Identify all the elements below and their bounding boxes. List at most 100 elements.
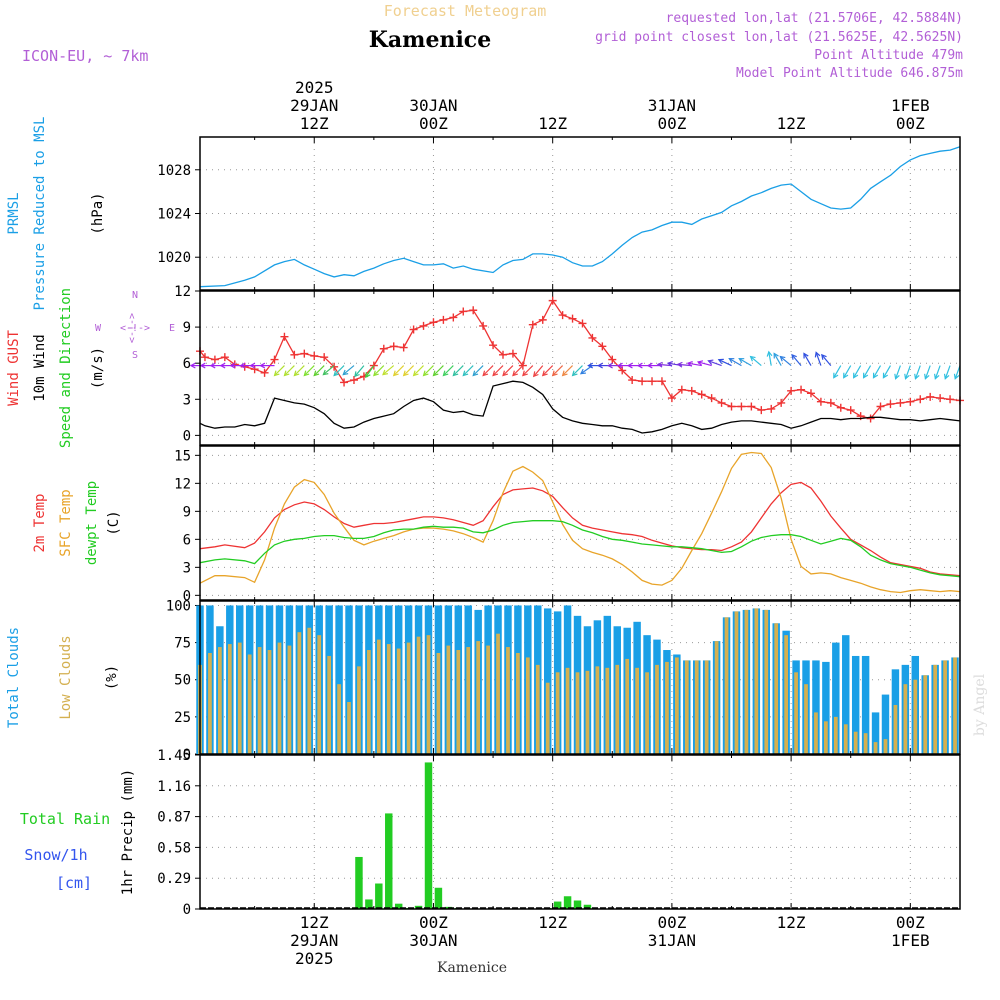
wind-direction-arrow [833, 365, 842, 379]
rain-bar [385, 813, 393, 909]
gust-marker [300, 349, 309, 358]
low-clouds-bar [824, 721, 828, 754]
low-clouds-bar [754, 608, 759, 754]
gust-marker [548, 296, 557, 305]
wind-direction-arrowhead [541, 370, 548, 377]
low-clouds-bar [635, 667, 639, 754]
y-axis-label: Wind GUST [6, 330, 22, 406]
wind-direction-arrowhead [293, 370, 300, 377]
panel-precip: 0 0.29 0.58 0.87 1.16 1.45 1hr Precip (mm) Tota… [20, 748, 961, 918]
gust-marker [836, 403, 845, 412]
gust-marker [270, 355, 279, 364]
low-clouds-bar [208, 652, 212, 754]
wind-direction-arrow [895, 365, 901, 379]
low-clouds-bar [873, 742, 878, 754]
y-tick-label: 0 [183, 428, 191, 444]
wind-direction-arrow [904, 365, 911, 379]
y-tick-label: 1.45 [157, 748, 191, 764]
gust-marker [667, 394, 676, 403]
gust-marker [806, 389, 815, 398]
wind-direction-arrow [472, 365, 484, 376]
y-tick-label: 15 [174, 448, 191, 464]
gust-marker [578, 319, 587, 328]
gust-marker [389, 342, 398, 351]
low-clouds-bar [804, 684, 808, 754]
total-clouds-bar [812, 660, 820, 754]
requested-coords: requested lon,lat (21.5706E, 42.5884N) [666, 11, 963, 26]
bottom-time-label: 1FEB [891, 931, 930, 950]
low-clouds-bar [784, 635, 789, 754]
y-tick-label: 1024 [157, 207, 191, 223]
low-clouds-bar [347, 702, 351, 754]
y-axis-label: 2m Temp [32, 493, 48, 552]
compass-w: W [95, 323, 102, 334]
y-tick-label: 12 [174, 476, 191, 492]
wind-direction-arrow [882, 365, 891, 379]
low-clouds-bar [675, 657, 679, 754]
gust-marker [459, 307, 468, 316]
wind-direction-arrowhead [303, 370, 310, 377]
wind-direction-arrowhead [342, 369, 349, 376]
wind-direction-arrowhead [522, 370, 528, 377]
wind-direction-arrowhead [814, 351, 821, 358]
wind-direction-arrowhead [402, 370, 409, 377]
total-clouds-bar [851, 655, 860, 754]
wind-direction-arrowhead [686, 360, 693, 367]
y-tick-label: 0.29 [157, 871, 191, 887]
wind-direction-arrowhead [872, 372, 879, 379]
wind-direction-arrowhead [571, 370, 578, 377]
gust-marker [588, 333, 597, 342]
gust-marker [349, 376, 358, 385]
low-clouds-bar [237, 642, 242, 754]
wind-direction-arrowhead [442, 370, 449, 377]
rain-bar [424, 762, 433, 909]
top-time-label: 00Z [657, 114, 686, 133]
gust-marker [797, 385, 806, 394]
footer-location: Kamenice [437, 960, 507, 976]
wind-direction-arrowhead [322, 369, 329, 376]
low-clouds-bar [665, 661, 669, 754]
y-axis-label: Total Clouds [6, 627, 22, 728]
gust-marker [419, 321, 428, 330]
wind-direction-arrowhead [551, 370, 558, 377]
wind-direction-arrow [542, 365, 554, 376]
wind-direction-arrowhead [738, 357, 745, 364]
low-clouds-bar [386, 644, 391, 754]
wind-direction-arrowhead [853, 372, 859, 379]
wind-direction-arrow [393, 365, 405, 376]
low-clouds-bar [506, 647, 510, 754]
wind-direction-arrow [433, 365, 444, 376]
wind-direction-arrowhead [862, 372, 869, 379]
low-clouds-bar [655, 664, 659, 754]
gust-marker [499, 350, 508, 359]
low-clouds-bar [764, 609, 769, 754]
y-axis-label: (C) [106, 510, 122, 535]
wind-direction-arrow [657, 363, 672, 367]
gust-marker [598, 342, 607, 351]
gust-marker [876, 402, 885, 411]
low-clouds-bar [893, 704, 898, 754]
low-clouds-bar [227, 644, 232, 754]
low-clouds-bar [257, 647, 262, 754]
rain-bar [434, 887, 443, 909]
y-tick-label: 0.58 [157, 840, 191, 856]
wind-direction-arrow [914, 365, 921, 379]
gust-marker [439, 315, 448, 324]
rain-bar [355, 856, 363, 909]
low-clouds-bar [853, 731, 858, 754]
legend-snow: Snow/1h [24, 846, 87, 864]
wind-direction-arrow [413, 365, 424, 376]
wind-direction-arrow [482, 365, 494, 376]
wind-direction-arrowhead [239, 362, 246, 369]
low-clouds-bar [396, 648, 401, 754]
gust-marker [330, 362, 339, 371]
low-clouds-bar [903, 684, 908, 754]
top-time-label: 00Z [419, 114, 448, 133]
rain-bar [365, 899, 373, 909]
low-clouds-bar [357, 666, 361, 754]
wind-direction-arrowhead [313, 370, 320, 377]
low-clouds-bar [684, 660, 689, 754]
gust-marker [767, 404, 776, 413]
y-tick-label: 1020 [157, 250, 191, 266]
wind-direction-arrow [313, 365, 325, 376]
